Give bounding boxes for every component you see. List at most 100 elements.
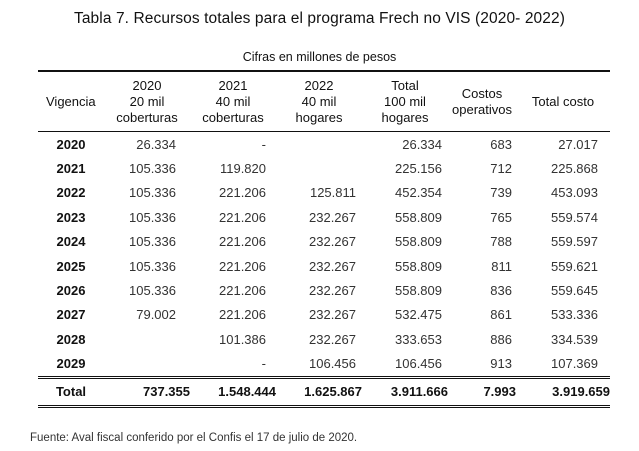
cell-total-costo: 107.369 [551,356,598,372]
header-2021-line1: 2021 [218,78,248,93]
cell-total: 333.653 [395,331,442,347]
cell-costos: 861 [490,307,512,323]
header-total-line3: hogares [381,110,429,125]
year-cell: 2020 [56,136,86,152]
header-total-line2: 100 mil [384,94,426,109]
cell-total-costo: 334.539 [551,331,598,347]
cell-total: 26.334 [402,136,442,152]
header-2021-line3: coberturas [202,110,264,125]
cell-2022 [276,156,362,180]
header-2020-line2: 20 mil [129,94,165,109]
cell-2020: 79.002 [136,307,176,323]
cell-2022: 232.267 [309,258,356,274]
header-total-line1: Total [391,78,419,93]
cell-total: 558.809 [395,209,442,225]
year-cell: 2025 [56,258,86,274]
cell-2021: 221.206 [219,185,266,201]
header-2020: 2020 20 mil coberturas [104,70,190,132]
cell-2022: 232.267 [309,209,356,225]
cell-total: 532.475 [395,307,442,323]
header-2020-line3: coberturas [116,110,178,125]
cell-2022: 106.456 [309,356,356,372]
year-cell: 2026 [56,283,86,299]
cell-2020: 105.336 [129,234,176,250]
cell-total-costo: 225.868 [551,161,598,177]
header-2020-line1: 2020 [132,78,162,93]
total-cell-2021: 1.548.444 [190,375,276,408]
cell-costos: 683 [490,136,512,152]
cell-total-costo: 559.597 [551,234,598,250]
year-cell: 2027 [56,307,86,323]
table-row: 2026 105.336 221.206 232.267 558.809 836 559.6… [38,278,610,302]
cell-2022: 232.267 [309,307,356,323]
cell-costos: 913 [490,356,512,372]
table-title: Tabla 7. Recursos totales para el progra… [73,10,565,27]
cell-2020: 105.336 [129,283,176,299]
total-cell-2022: 1.625.867 [276,375,362,408]
year-cell: 2024 [56,234,86,250]
header-costos-line2: operativos [452,102,512,117]
cell-total-costo: 559.621 [551,258,598,274]
total-cell-costos: 7.993 [448,375,516,408]
header-costos-line1: Costos [461,86,503,101]
cell-2020 [104,352,190,378]
cell-2020: 105.336 [129,209,176,225]
cell-total: 225.156 [395,161,442,177]
cell-2020 [104,327,190,351]
cell-costos: 811 [491,258,512,274]
header-2022-line1: 2022 [304,78,334,93]
cell-2022: 232.267 [309,331,356,347]
header-2021: 2021 40 mil coberturas [190,70,276,132]
cell-total: 558.809 [395,234,442,250]
cell-2021: 221.206 [219,258,266,274]
cell-total-costo: 453.093 [551,185,598,201]
cell-2021: 221.206 [219,234,266,250]
total-row: Total 737.355 1.548.444 1.625.867 3.911.… [38,375,610,408]
year-cell: 2023 [56,209,86,225]
header-row: Vigencia 2020 20 mil coberturas 2021 40 … [38,70,610,132]
cell-2021: - [261,356,266,372]
cell-2020: 105.336 [129,185,176,201]
cell-total: 558.809 [395,258,442,274]
source-note: Fuente: Aval fiscal conferido por el Con… [30,432,358,444]
cell-costos: 712 [490,161,512,177]
table-body: 2020 26.334 - 26.334 683 27.017 2021 105.336 119… [38,132,610,378]
header-2022-line2: 40 mil [301,94,337,109]
year-cell: 2021 [56,161,86,177]
header-total-costo: Total costo [516,70,610,132]
cell-total-costo: 27.017 [558,136,598,152]
cell-total-costo: 559.645 [551,283,598,299]
cell-2020: 105.336 [129,258,176,274]
cell-2022: 232.267 [309,234,356,250]
cell-costos: 765 [490,209,512,225]
header-2022: 2022 40 mil hogares [276,70,362,132]
header-vigencia: Vigencia [38,70,104,132]
table-subtitle: Cifras en millones de pesos [242,50,397,64]
table-row: 2029 - 106.456 106.456 913 107.369 [38,352,610,378]
table-row: 2024 105.336 221.206 232.267 558.809 788 559.5… [38,230,610,254]
resources-table: Vigencia 2020 20 mil coberturas 2021 40 … [38,70,610,408]
year-cell: 2022 [56,185,86,201]
cell-total-costo: 559.574 [551,209,598,225]
table-row: 2027 79.002 221.206 232.267 532.475 861 533.33… [38,303,610,327]
cell-2020: 105.336 [129,161,176,177]
cell-total: 558.809 [395,283,442,299]
cell-total-costo: 533.336 [551,307,598,323]
table-row: 2021 105.336 119.820 225.156 712 225.868 [38,156,610,180]
cell-2021: 221.206 [219,283,266,299]
table-row: 2022 105.336 221.206 125.811 452.354 739 453.0… [38,181,610,205]
header-2022-line3: hogares [295,110,343,125]
cell-costos: 886 [490,331,512,347]
table-row: 2028 101.386 232.267 333.653 886 334.539 [38,327,610,351]
header-total: Total 100 mil hogares [362,70,448,132]
cell-2021: 119.820 [219,161,266,177]
year-cell: 2029 [56,356,86,372]
cell-2022 [276,132,362,157]
total-label: Total [38,375,104,408]
cell-costos: 788 [490,234,512,250]
cell-total: 452.354 [395,185,442,201]
total-cell-2020: 737.355 [104,375,190,408]
cell-2021: 221.206 [219,209,266,225]
cell-2022: 232.267 [309,283,356,299]
cell-total: 106.456 [395,356,442,372]
